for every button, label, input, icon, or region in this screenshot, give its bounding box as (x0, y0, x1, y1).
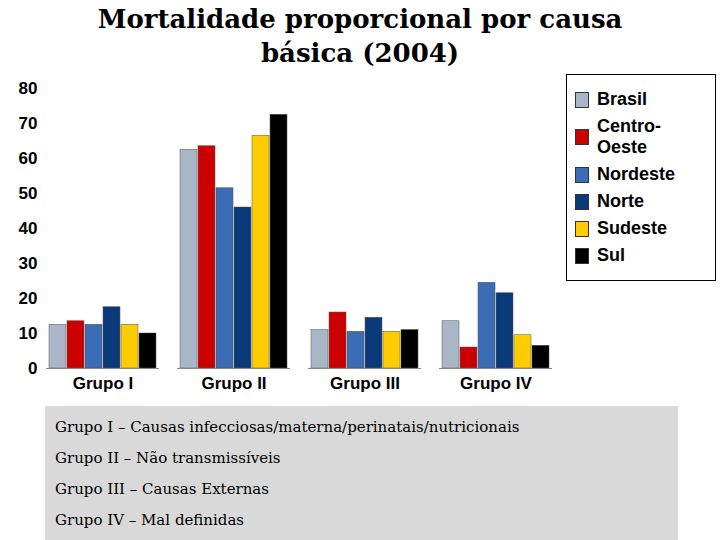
html-text:Brasil: Brasil (597, 89, 647, 109)
html-text:Grupo I – Causas infecciosas/m: Grupo I – Causas infecciosas/materna/per… (55, 418, 520, 436)
svg-text:Grupo IV: Grupo IV (460, 374, 532, 393)
svg-text:70: 70 (19, 114, 38, 133)
svg-text:0: 0 (28, 359, 37, 378)
html-text:Grupo III – Causas Externas: Grupo III – Causas Externas (55, 480, 269, 498)
html-text:Norte: Norte (597, 191, 644, 211)
svg-text:80: 80 (19, 79, 38, 98)
html-text:Sul: Sul (597, 245, 625, 265)
svg-text:50: 50 (19, 184, 38, 203)
svg-text:10: 10 (19, 324, 38, 343)
html-text:Nordeste: Nordeste (597, 164, 675, 184)
svg-text:Grupo I: Grupo I (73, 374, 133, 393)
svg-text:Grupo II: Grupo II (201, 374, 266, 393)
html-text:Sudeste: Sudeste (597, 218, 667, 238)
svg-text:Grupo III: Grupo III (330, 374, 400, 393)
svg-text:60: 60 (19, 149, 38, 168)
html-text:Mortalidade proporcional por c: Mortalidade proporcional por causa básic… (97, 4, 623, 68)
svg-text:30: 30 (19, 254, 38, 273)
html-text:Grupo IV – Mal definidas: Grupo IV – Mal definidas (55, 511, 245, 529)
svg-text:20: 20 (19, 289, 38, 308)
svg-text:40: 40 (19, 219, 38, 238)
html-text:Centro-Oeste: Centro-Oeste (597, 116, 661, 157)
html-text:Grupo II – Não transmissíveis: Grupo II – Não transmissíveis (55, 449, 281, 467)
